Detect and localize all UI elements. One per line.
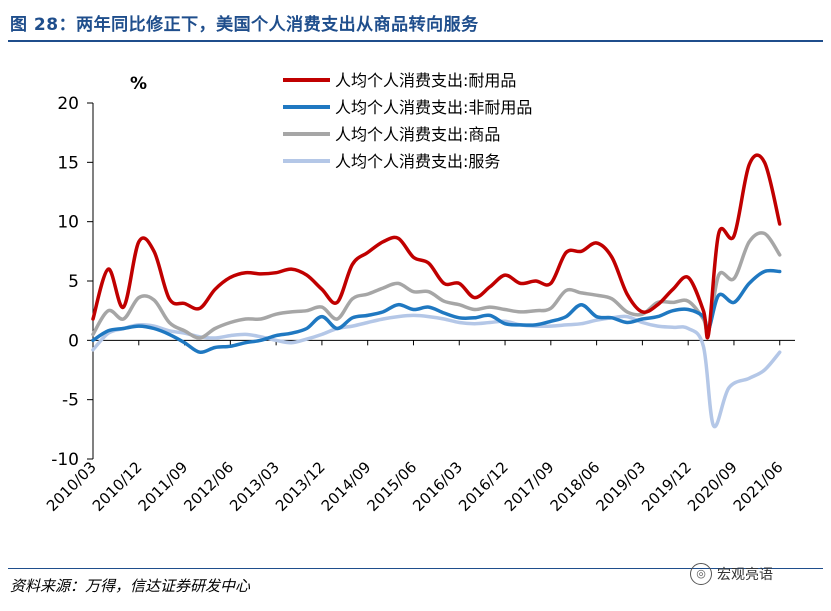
wechat-icon: ◎ (690, 563, 712, 585)
x-tick-label: 2017/09 (501, 458, 558, 515)
y-tick-label: 0 (68, 331, 79, 351)
x-tick-label: 2019/12 (638, 458, 695, 515)
x-tick-label: 2016/12 (455, 458, 512, 515)
x-tick-label: 2015/06 (364, 458, 421, 515)
y-axis: -10 -5 0 5 10 15 20 (51, 94, 94, 470)
x-tick-label: 2010/12 (89, 458, 146, 515)
x-tick-label: 2014/09 (318, 458, 375, 515)
x-tick-label: 2020/09 (684, 458, 741, 515)
y-tick-label: 5 (68, 272, 79, 292)
source-note: 资料来源：万得，信达证券研发中心 (10, 577, 251, 595)
x-tick-label: 2016/03 (409, 458, 466, 515)
series-line-3 (91, 313, 782, 429)
x-tick-label: 2019/03 (592, 458, 649, 515)
y-tick-label: -5 (62, 391, 79, 411)
x-tick-label: 2021/06 (730, 458, 787, 515)
x-tick-label: 2013/12 (272, 458, 329, 515)
legend: 人均个人消费支出:耐用品人均个人消费支出:非耐用品人均个人消费支出:商品人均个人… (283, 71, 532, 171)
x-tick-label: 2013/03 (226, 458, 283, 515)
legend-label-3: 人均个人消费支出:服务 (335, 152, 500, 171)
series-line-1 (91, 268, 782, 355)
footer-divider (8, 568, 823, 569)
x-tick-label: 2018/06 (547, 458, 604, 515)
watermark: ◎ 宏观亮语 (690, 563, 773, 585)
y-tick-label: 10 (57, 213, 79, 233)
legend-label-1: 人均个人消费支出:非耐用品 (335, 98, 532, 117)
title-divider (8, 40, 823, 42)
y-unit-label: % (130, 74, 147, 94)
legend-label-2: 人均个人消费支出:商品 (335, 125, 500, 144)
y-tick-label: 20 (57, 94, 79, 114)
chart-title: 图 28：两年同比修正下，美国个人消费支出从商品转向服务 (10, 15, 479, 35)
x-axis: 2010/032010/122011/092012/062013/032013/… (43, 339, 795, 515)
legend-label-0: 人均个人消费支出:耐用品 (335, 71, 516, 90)
series-line-2 (91, 231, 782, 340)
x-tick-label: 2011/09 (135, 458, 192, 515)
series-layer (91, 153, 782, 429)
watermark-label: 宏观亮语 (717, 567, 773, 583)
y-tick-label: 15 (57, 153, 79, 173)
x-tick-label: 2012/06 (180, 458, 237, 515)
y-tick-label: -10 (51, 450, 79, 470)
series-line-0 (91, 153, 782, 340)
